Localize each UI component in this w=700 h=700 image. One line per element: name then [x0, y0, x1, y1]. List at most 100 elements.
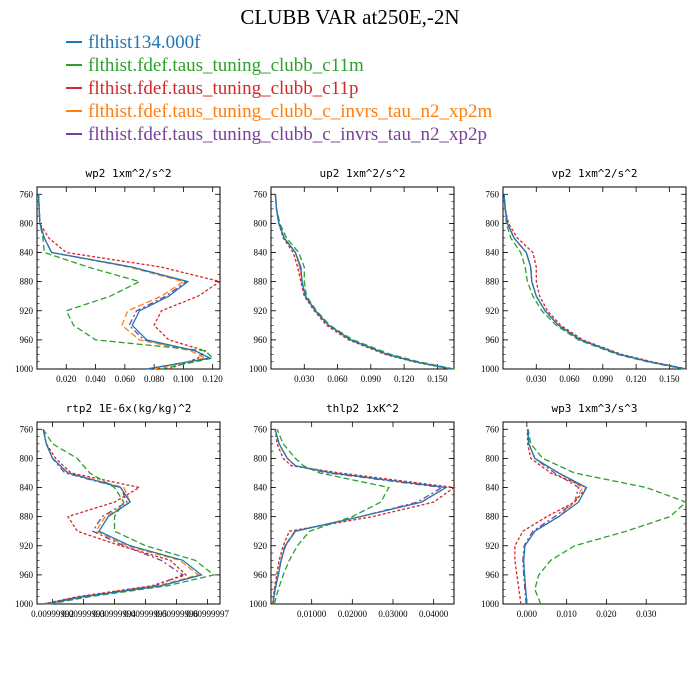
legend-item: flthist.fdef.taus_tuning_clubb_c_invrs_t…: [66, 123, 492, 146]
y-tick-label: 800: [486, 218, 500, 228]
x-tick-label: 0.00999993: [62, 609, 105, 619]
panel-1: wp2 1xm^2/s^2 760 800 840 880 920 960 1000 0.020…: [15, 167, 223, 384]
series-line-1: [42, 429, 203, 605]
legend-swatch: [66, 132, 82, 135]
x-tick-label: 0.020: [56, 374, 77, 384]
panel-title: rtp2 1E-6x(kg/kg)^2: [66, 402, 192, 415]
series-line-4: [523, 429, 584, 605]
y-tick-label: 800: [254, 453, 268, 463]
y-tick-label: 800: [486, 453, 500, 463]
x-tick-label: 0.03000: [378, 609, 408, 619]
plot-frame: [36, 186, 221, 370]
y-tick-label: 1000: [481, 599, 500, 609]
y-tick-label: 760: [254, 189, 268, 199]
x-tick-label: 0.080: [144, 374, 165, 384]
panel-title: wp2 1xm^2/s^2: [85, 167, 171, 180]
series-line-3: [42, 429, 188, 605]
legend-label: flthist134.000f: [88, 32, 201, 53]
legend-swatch: [66, 40, 82, 43]
panel-title: up2 1xm^2/s^2: [319, 167, 405, 180]
series-line-3: [503, 194, 688, 370]
panel-4: rtp2 1E-6x(kg/kg)^2 760 800 840 880 920 960 100…: [15, 402, 229, 619]
legend-label: flthist.fdef.taus_tuning_clubb_c11m: [88, 55, 364, 76]
panel-5: thlp2 1xK^2 760 800 840 880 920 960 1000 0.01000…: [249, 402, 456, 619]
y-tick-label: 920: [20, 541, 34, 551]
x-tick-label: 0.020: [596, 609, 617, 619]
panel-6: wp3 1xm^3/s^3 760 800 840 880 920 960 1000 0.000…: [481, 402, 688, 619]
y-tick-label: 1000: [249, 364, 268, 374]
x-tick-label: 0.120: [626, 374, 647, 384]
y-tick-label: 960: [20, 335, 34, 345]
y-tick-label: 920: [254, 541, 268, 551]
legend-item: flthist.fdef.taus_tuning_clubb_c_invrs_t…: [66, 100, 492, 123]
y-tick-label: 920: [486, 306, 500, 316]
y-tick-label: 1000: [15, 599, 34, 609]
series-line-1: [274, 194, 452, 370]
x-tick-label: 0.030: [526, 374, 547, 384]
x-tick-label: 0.01000: [297, 609, 327, 619]
x-tick-label: 0.100: [173, 374, 194, 384]
y-tick-label: 760: [20, 424, 34, 434]
series-line-1: [503, 194, 687, 370]
y-tick-label: 920: [20, 306, 34, 316]
y-tick-label: 760: [486, 424, 500, 434]
series-line-2: [274, 194, 455, 370]
series-line-2: [42, 428, 216, 605]
legend-label: flthist.fdef.taus_tuning_clubb_c11p: [88, 78, 359, 99]
legend-item: flthist.fdef.taus_tuning_clubb_c11m: [66, 54, 492, 77]
y-tick-label: 760: [486, 189, 500, 199]
y-tick-label: 840: [254, 483, 268, 493]
y-tick-label: 760: [20, 189, 34, 199]
y-tick-label: 800: [254, 218, 268, 228]
legend-item: flthist134.000f: [66, 31, 492, 54]
y-tick-label: 840: [486, 248, 500, 258]
x-tick-label: 0.120: [394, 374, 415, 384]
series-line-4: [42, 429, 200, 605]
legend-label: flthist.fdef.taus_tuning_clubb_c_invrs_t…: [88, 124, 487, 145]
series-line-5: [522, 429, 580, 605]
x-tick-label: 0.150: [659, 374, 680, 384]
series-line-1: [37, 194, 212, 370]
plot-frame: [36, 421, 221, 605]
y-tick-label: 1000: [15, 364, 34, 374]
panel-title: thlp2 1xK^2: [326, 402, 399, 415]
legend: flthist134.000f flthist.fdef.taus_tuning…: [66, 31, 492, 146]
plot-frame: [270, 186, 455, 370]
x-tick-label: 0.060: [327, 374, 348, 384]
x-tick-label: 0.090: [593, 374, 614, 384]
panel-2: up2 1xm^2/s^2 760 800 840 880 920 960 1000 0.030…: [249, 167, 455, 384]
x-tick-label: 0.00999996: [155, 609, 198, 619]
plot-frame: [502, 186, 687, 370]
x-tick-label: 0.060: [115, 374, 136, 384]
x-tick-label: 0.060: [559, 374, 580, 384]
panel-title: wp3 1xm^3/s^3: [551, 402, 637, 415]
y-tick-label: 1000: [481, 364, 500, 374]
series-line-1: [272, 429, 448, 605]
x-tick-label: 0.00999992: [31, 609, 74, 619]
y-tick-label: 1000: [249, 599, 268, 609]
plot-frame: [502, 421, 687, 605]
series-line-3: [514, 429, 588, 605]
legend-label: flthist.fdef.taus_tuning_clubb_c_invrs_t…: [88, 101, 493, 122]
y-tick-label: 760: [254, 424, 268, 434]
x-tick-label: 0.090: [361, 374, 382, 384]
x-tick-label: 0.04000: [419, 609, 449, 619]
y-tick-label: 880: [254, 512, 268, 522]
x-tick-label: 0.120: [203, 374, 224, 384]
series-line-5: [42, 429, 185, 605]
x-tick-label: 0.00999995: [124, 609, 167, 619]
series-line-2: [273, 429, 390, 605]
x-tick-label: 0.030: [636, 609, 657, 619]
y-tick-label: 960: [254, 335, 268, 345]
series-line-1: [523, 429, 588, 605]
y-tick-label: 960: [486, 335, 500, 345]
panel-title: vp2 1xm^2/s^2: [551, 167, 637, 180]
series-line-2: [527, 429, 688, 605]
legend-swatch: [66, 109, 82, 112]
x-tick-label: 0.150: [427, 374, 448, 384]
y-tick-label: 880: [486, 277, 500, 287]
series-line-2: [503, 194, 684, 370]
y-tick-label: 960: [486, 570, 500, 580]
y-tick-label: 840: [20, 248, 34, 258]
